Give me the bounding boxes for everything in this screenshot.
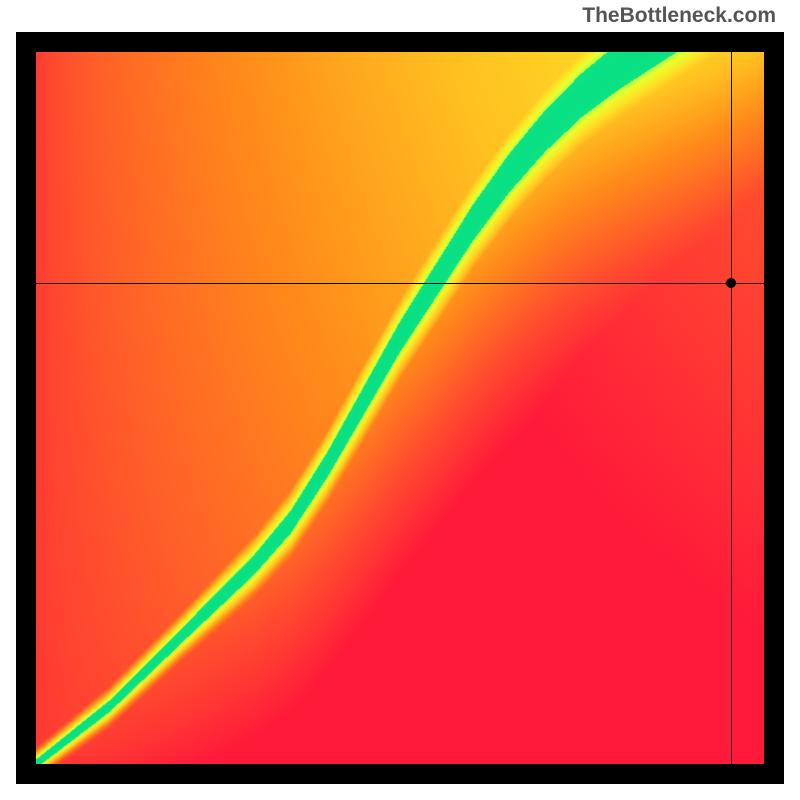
crosshair-marker [726,278,736,288]
chart-frame [16,32,784,784]
heatmap-canvas [36,52,764,764]
plot-area [36,52,764,764]
watermark-text: TheBottleneck.com [582,4,776,28]
crosshair-horizontal [36,283,764,284]
crosshair-vertical [731,52,732,764]
root: TheBottleneck.com [0,0,800,800]
